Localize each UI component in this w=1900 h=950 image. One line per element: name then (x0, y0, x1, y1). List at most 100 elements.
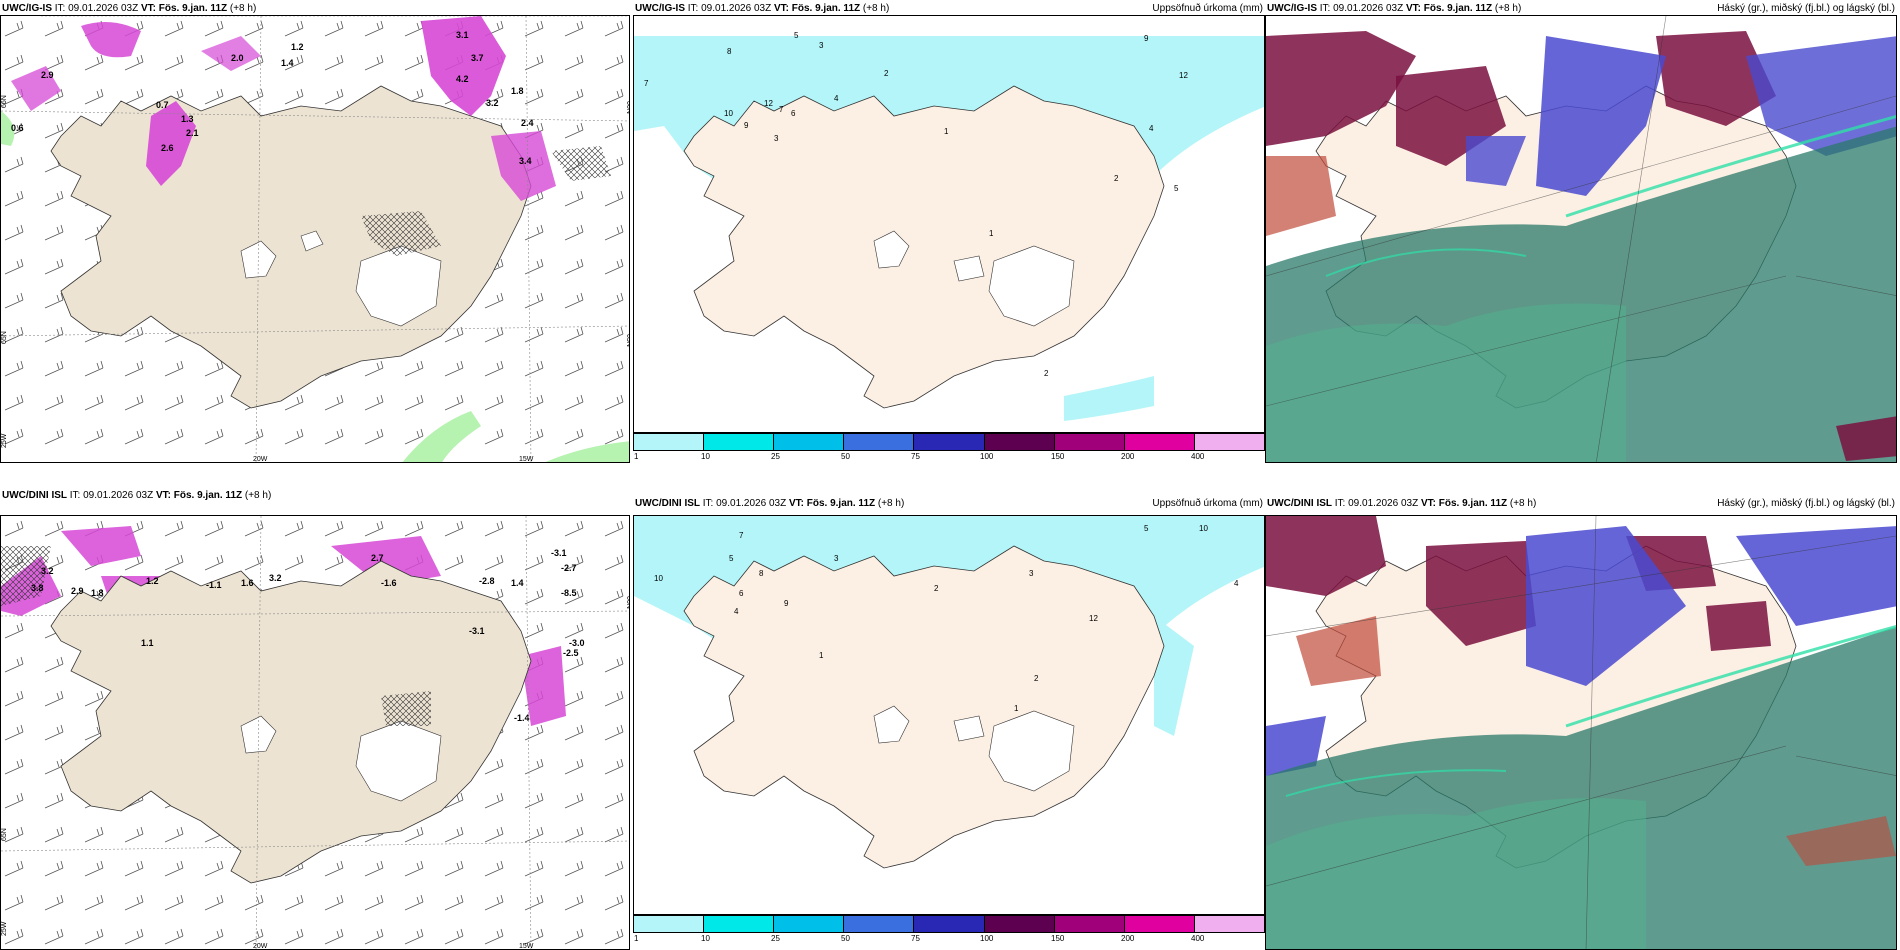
precip-value: 1 (944, 127, 949, 136)
legend-label: 150 (1051, 452, 1065, 461)
panel-header: UWC/DINI ISL IT: 09.01.2026 03Z VT: Fös.… (1267, 498, 1536, 509)
temp-value: 2.4 (521, 118, 534, 128)
temp-value: 3.2 (269, 573, 282, 583)
panel-header: UWC/IG-IS IT: 09.01.2026 03Z VT: Fös. 9.… (2, 3, 256, 14)
model-name: UWC/IG-IS (2, 3, 52, 14)
temp-green-area (402, 411, 481, 462)
legend-swatch (774, 434, 845, 450)
legend-swatch (774, 916, 845, 932)
precip-value: 5 (794, 31, 799, 40)
precip-value: 5 (729, 554, 734, 563)
precip-value: 9 (784, 599, 789, 608)
temp-value: 4.2 (456, 74, 469, 84)
cloud-mid-area (1526, 526, 1686, 686)
lead-time: (+8 h) (1509, 498, 1537, 509)
panel-title: Uppsöfnuð úrkoma (mm) (1152, 3, 1263, 14)
precip-value: 3 (774, 134, 779, 143)
precip-value: 3 (819, 41, 824, 50)
legend-label: 1 (634, 934, 639, 943)
temp-value: 1.1 (141, 638, 154, 648)
precip-value: 10 (724, 109, 733, 118)
legend-swatch (1124, 434, 1195, 450)
temp-value: 3.2 (41, 566, 54, 576)
legend-swatch (704, 916, 775, 932)
panel-title: Háský (gr.), miðský (fj.bl.) og lágský (… (1717, 3, 1895, 14)
precip-light-area (1064, 376, 1154, 421)
temp-pink-area (491, 131, 556, 201)
precip-value: 9 (744, 121, 749, 130)
valid-time-label: VT: (788, 498, 804, 509)
panel-header: UWC/IG-IS IT: 09.01.2026 03Z VT: Fös. 9.… (635, 3, 889, 14)
lon-label: 25W (1, 921, 8, 936)
glacier (953, 255, 985, 282)
precip-value: 7 (644, 79, 649, 88)
map-temperature-wind[interactable]: 3.8 3.2 2.9 1.8 1.2 1.1 1.6 3.2 1.4 2.7 … (0, 515, 630, 950)
map-precipitation[interactable]: 5 3 7 8 10 9 12 7 6 3 4 2 1 9 4 2 1 2 5 … (633, 15, 1265, 433)
land-iceland (683, 85, 1165, 409)
legend-swatch (984, 434, 1055, 450)
temp-value: 0.7 (156, 100, 169, 110)
legend-swatch (1194, 916, 1264, 932)
temp-value: 1.8 (511, 86, 524, 96)
cloud-low-area (1266, 798, 1646, 949)
panel-header: UWC/IG-IS IT: 09.01.2026 03Z VT: Fös. 9.… (1267, 3, 1521, 14)
temp-value: -2.5 (563, 648, 579, 658)
temp-value: -2.8 (479, 576, 495, 586)
precip-value: 12 (1179, 71, 1188, 80)
cloud-high-area (1266, 516, 1386, 596)
precip-value: 12 (764, 99, 773, 108)
precip-value: 4 (734, 607, 739, 616)
legend-swatch (1054, 434, 1125, 450)
panel-header: UWC/DINI ISL IT: 09.01.2026 03Z VT: Fös.… (2, 490, 272, 501)
lat-label: 66N (1, 95, 8, 108)
cloud-high-area (1836, 416, 1896, 461)
cloud-mid-area (1736, 526, 1896, 626)
precip-value: 7 (739, 531, 744, 540)
precip-value: 8 (727, 47, 732, 56)
legend-swatch (634, 916, 705, 932)
legend-label: 400 (1191, 452, 1205, 461)
valid-time-label: VT: (140, 3, 156, 14)
map-cloud-cover[interactable] (1265, 515, 1897, 950)
legend-label: 75 (911, 934, 920, 943)
temp-value: 2.6 (161, 143, 174, 153)
temp-value: -1.1 (206, 580, 222, 590)
map-precipitation[interactable]: 7 10 5 8 3 6 4 9 2 1 12 3 1 2 5 10 4 (633, 515, 1265, 915)
precip-value: 3 (1029, 569, 1034, 578)
lead-time: (+8 h) (877, 498, 905, 509)
valid-time-label: VT: (155, 490, 171, 501)
map-temperature-wind[interactable]: 2.9 1.2 0.7 0.6 1.3 2.6 2.1 3.1 4.2 3.2 … (0, 15, 630, 463)
legend-label: 25 (771, 452, 780, 461)
glacier (873, 230, 910, 269)
precip-value: 7 (779, 105, 784, 114)
model-name: UWC/IG-IS (1267, 3, 1317, 14)
model-name: UWC/DINI ISL (635, 498, 700, 509)
map-svg (1266, 16, 1896, 462)
legend-swatch (914, 916, 985, 932)
temp-value: 2.7 (371, 553, 384, 563)
temp-green-area (1, 111, 15, 146)
precip-value: 3 (834, 554, 839, 563)
lon-label: 15W (519, 456, 534, 463)
panel-top-right: UWC/IG-IS IT: 09.01.2026 03Z VT: Fös. 9.… (1265, 0, 1897, 463)
temp-pink-area (146, 101, 196, 186)
precip-value: 2 (1034, 674, 1039, 683)
model-name: UWC/IG-IS (635, 3, 685, 14)
glacier (240, 240, 277, 279)
temp-pink-area (201, 36, 261, 71)
precip-value: 1 (819, 651, 824, 660)
precip-legend (633, 915, 1265, 933)
lat-label: 65N (1, 828, 8, 841)
legend-label: 150 (1051, 934, 1065, 943)
legend-label: 200 (1121, 934, 1135, 943)
lead-time: (+8 h) (1494, 3, 1522, 14)
map-cloud-cover[interactable] (1265, 15, 1897, 463)
valid-time: Fös. 9.jan. 11Z (1438, 498, 1508, 509)
precip-value: 8 (759, 569, 764, 578)
precip-value: 2 (1114, 174, 1119, 183)
precip-value: 10 (1199, 524, 1208, 533)
temp-value: 3.2 (486, 98, 499, 108)
panel-title: Uppsöfnuð úrkoma (mm) (1152, 498, 1263, 509)
legend-swatch (1124, 916, 1195, 932)
temp-value: 3.4 (519, 156, 532, 166)
